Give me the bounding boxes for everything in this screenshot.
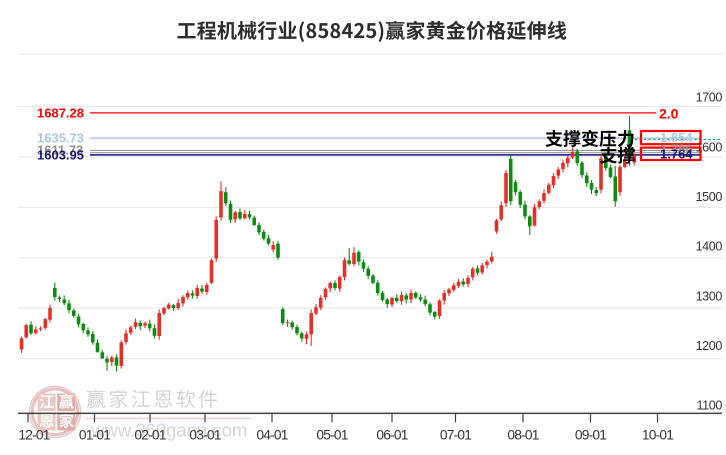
- svg-text:09-01: 09-01: [575, 428, 606, 443]
- svg-text:1700: 1700: [696, 91, 723, 105]
- svg-text:07-01: 07-01: [440, 428, 471, 443]
- svg-text:1600: 1600: [696, 141, 723, 155]
- svg-text:04-01: 04-01: [256, 428, 287, 443]
- svg-text:1635.73: 1635.73: [37, 131, 84, 146]
- svg-text:02-01: 02-01: [134, 428, 165, 443]
- svg-text:1500: 1500: [696, 190, 723, 204]
- svg-text:1603.95: 1603.95: [37, 148, 84, 163]
- svg-text:10-01: 10-01: [642, 428, 673, 443]
- svg-text:08-01: 08-01: [507, 428, 538, 443]
- svg-text:1.764: 1.764: [660, 147, 693, 162]
- svg-text:1300: 1300: [696, 290, 723, 304]
- svg-text:2.0: 2.0: [659, 105, 679, 121]
- svg-text:1200: 1200: [696, 339, 723, 353]
- svg-text:01-01: 01-01: [79, 428, 110, 443]
- svg-text:1.786: 1.786: [660, 141, 693, 156]
- svg-text:1.854: 1.854: [660, 130, 693, 145]
- svg-text:06-01: 06-01: [376, 428, 407, 443]
- svg-text:www.360gann.com: www.360gann.com: [90, 420, 247, 441]
- svg-text:1100: 1100: [697, 399, 723, 413]
- svg-text:03-01: 03-01: [189, 428, 220, 443]
- svg-text:1400: 1400: [696, 240, 723, 254]
- svg-text:1687.28: 1687.28: [37, 106, 84, 121]
- svg-text:12-01: 12-01: [18, 428, 49, 443]
- svg-text:1611.73: 1611.73: [37, 142, 83, 157]
- svg-text:05-01: 05-01: [316, 428, 347, 443]
